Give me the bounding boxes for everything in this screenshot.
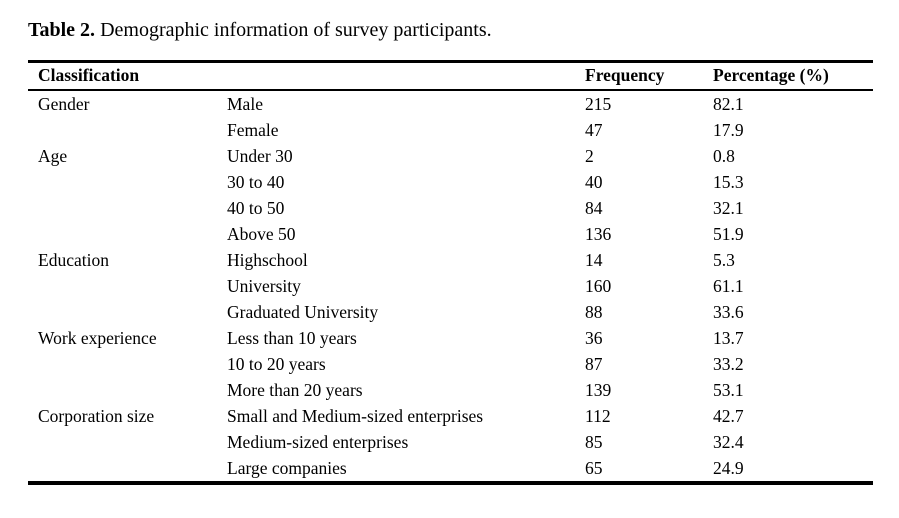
item-cell: Above 50 [227,224,296,244]
percentage-cell: 0.8 [713,146,735,166]
table-row: Corporation size Small and Medium-sized e… [28,403,873,429]
table-row: Medium-sized enterprises 85 32.4 [28,429,873,455]
frequency-cell: 136 [585,224,612,244]
classification-cell [28,299,217,325]
item-cell: More than 20 years [227,380,363,400]
table-row: Age Under 30 2 0.8 [28,143,873,169]
table-caption-label: Table 2. [28,19,96,41]
frequency-cell: 47 [585,120,603,140]
table-row: Graduated University 88 33.6 [28,299,873,325]
classification-cell [28,221,217,247]
item-cell: Male [227,94,263,114]
item-cell: Female [227,120,279,140]
classification-cell [28,169,217,195]
frequency-cell: 87 [585,354,603,374]
classification-cell: Corporation size [38,406,155,426]
percentage-cell: 24.9 [713,458,744,478]
percentage-cell: 51.9 [713,224,744,244]
table-row: Female 47 17.9 [28,117,873,143]
classification-cell: Gender [38,94,90,114]
table-row: Education Highschool 14 5.3 [28,247,873,273]
item-cell: 30 to 40 [227,172,285,192]
classification-cell [28,377,217,403]
table-row: University 160 61.1 [28,273,873,299]
frequency-cell: 85 [585,432,603,452]
item-cell: Medium-sized enterprises [227,432,409,452]
percentage-cell: 42.7 [713,406,744,426]
frequency-cell: 160 [585,276,612,296]
classification-cell [28,117,217,143]
table-row: More than 20 years 139 53.1 [28,377,873,403]
table-row: 40 to 50 84 32.1 [28,195,873,221]
percentage-cell: 32.4 [713,432,744,452]
percentage-cell: 33.2 [713,354,744,374]
table-row: Above 50 136 51.9 [28,221,873,247]
frequency-cell: 2 [585,146,594,166]
percentage-cell: 15.3 [713,172,744,192]
item-cell: 10 to 20 years [227,354,326,374]
header-classification: Classification [28,61,575,91]
percentage-cell: 61.1 [713,276,744,296]
item-cell: Highschool [227,250,308,270]
percentage-cell: 5.3 [713,250,735,270]
classification-cell [28,195,217,221]
frequency-cell: 40 [585,172,603,192]
demographics-table: Classification Frequency Percentage (%) … [28,60,873,485]
table-row: 10 to 20 years 87 33.2 [28,351,873,377]
table-row: Large companies 65 24.9 [28,455,873,483]
table-caption-text: Demographic information of survey partic… [100,19,492,41]
classification-cell [28,455,217,483]
item-cell: Graduated University [227,302,379,322]
header-frequency: Frequency [575,61,703,91]
frequency-cell: 84 [585,198,603,218]
header-percentage: Percentage (%) [703,61,873,91]
table-row: 30 to 40 40 15.3 [28,169,873,195]
classification-cell: Education [38,250,109,270]
classification-cell [28,429,217,455]
classification-cell: Work experience [38,328,157,348]
classification-cell [28,273,217,299]
frequency-cell: 36 [585,328,603,348]
table-body: Gender Male 215 82.1 Female 47 17.9 Age Under 30… [28,90,873,483]
table-row: Work experience Less than 10 years 36 13.7 [28,325,873,351]
item-cell: Under 30 [227,146,293,166]
table-header-row: Classification Frequency Percentage (%) [28,61,873,91]
percentage-cell: 13.7 [713,328,744,348]
percentage-cell: 17.9 [713,120,744,140]
frequency-cell: 215 [585,94,612,114]
item-cell: University [227,276,301,296]
percentage-cell: 33.6 [713,302,744,322]
item-cell: Small and Medium-sized enterprises [227,406,484,426]
table-row: Gender Male 215 82.1 [28,90,873,117]
classification-cell [28,351,217,377]
table-caption: Table 2. Demographic information of surv… [28,17,492,43]
item-cell: Less than 10 years [227,328,357,348]
frequency-cell: 139 [585,380,612,400]
classification-cell: Age [38,146,68,166]
frequency-cell: 14 [585,250,603,270]
frequency-cell: 88 [585,302,603,322]
percentage-cell: 82.1 [713,94,744,114]
frequency-cell: 65 [585,458,603,478]
percentage-cell: 32.1 [713,198,744,218]
item-cell: 40 to 50 [227,198,285,218]
percentage-cell: 53.1 [713,380,744,400]
item-cell: Large companies [227,458,347,478]
frequency-cell: 112 [585,406,611,426]
